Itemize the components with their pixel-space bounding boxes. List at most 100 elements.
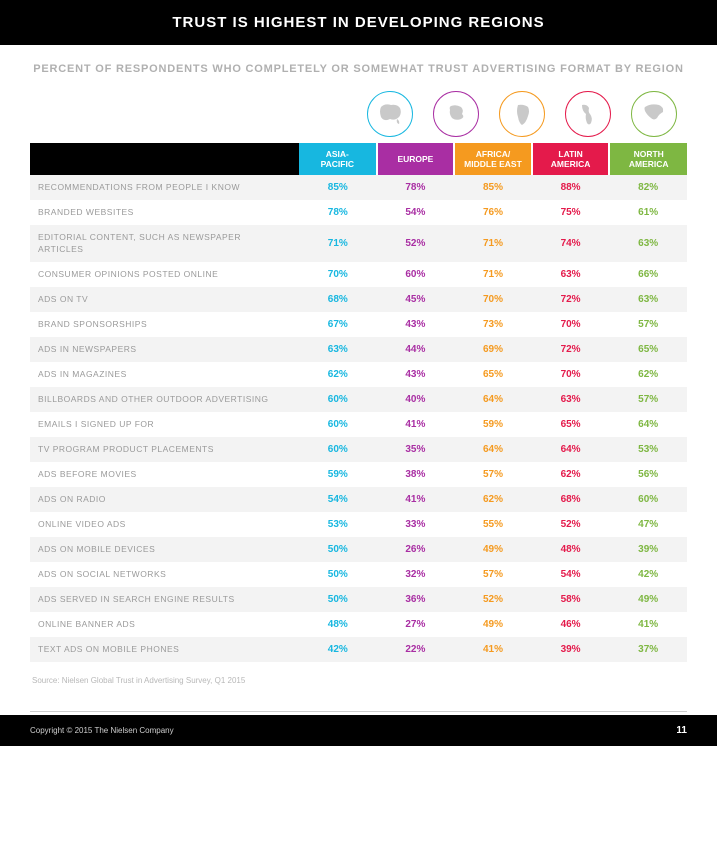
row-label: ADS IN NEWSPAPERS (30, 337, 299, 362)
cell-value: 78% (377, 175, 455, 200)
cell-value: 56% (609, 462, 687, 487)
cell-value: 76% (454, 200, 532, 225)
table-row: BILLBOARDS AND OTHER OUTDOOR ADVERTISING… (30, 387, 687, 412)
cell-value: 50% (299, 587, 377, 612)
cell-value: 60% (377, 262, 455, 287)
cell-value: 67% (299, 312, 377, 337)
content-area: PERCENT OF RESPONDENTS WHO COMPLETELY OR… (0, 45, 717, 711)
source-note: Source: Nielsen Global Trust in Advertis… (30, 676, 687, 685)
cell-value: 70% (299, 262, 377, 287)
cell-value: 65% (454, 362, 532, 387)
cell-value: 63% (299, 337, 377, 362)
cell-value: 49% (454, 612, 532, 637)
region-icon (433, 91, 479, 137)
table-row: TEXT ADS ON MOBILE PHONES42%22%41%39%37% (30, 637, 687, 662)
cell-value: 68% (299, 287, 377, 312)
table-row: EMAILS I SIGNED UP FOR60%41%59%65%64% (30, 412, 687, 437)
row-label: RECOMMENDATIONS FROM PEOPLE I KNOW (30, 175, 299, 200)
table-row: ONLINE VIDEO ADS53%33%55%52%47% (30, 512, 687, 537)
cell-value: 82% (609, 175, 687, 200)
cell-value: 57% (454, 562, 532, 587)
cell-value: 37% (609, 637, 687, 662)
cell-value: 33% (377, 512, 455, 537)
cell-value: 42% (299, 637, 377, 662)
table-row: ADS IN MAGAZINES62%43%65%70%62% (30, 362, 687, 387)
cell-value: 59% (454, 412, 532, 437)
row-label: ADS ON TV (30, 287, 299, 312)
region-icon (631, 91, 677, 137)
row-label: BRAND SPONSORSHIPS (30, 312, 299, 337)
subtitle: PERCENT OF RESPONDENTS WHO COMPLETELY OR… (30, 63, 687, 75)
table-row: EDITORIAL CONTENT, SUCH AS NEWSPAPER ART… (30, 225, 687, 261)
cell-value: 41% (454, 637, 532, 662)
table-row: ONLINE BANNER ADS48%27%49%46%41% (30, 612, 687, 637)
cell-value: 60% (299, 387, 377, 412)
cell-value: 71% (299, 225, 377, 261)
row-label: EMAILS I SIGNED UP FOR (30, 412, 299, 437)
cell-value: 36% (377, 587, 455, 612)
cell-value: 60% (299, 437, 377, 462)
cell-value: 65% (609, 337, 687, 362)
region-icon (499, 91, 545, 137)
table-row: ADS ON TV68%45%70%72%63% (30, 287, 687, 312)
table-header-row: ASIA-PACIFICEUROPEAFRICA/MIDDLE EASTLATI… (30, 143, 687, 175)
table-body: RECOMMENDATIONS FROM PEOPLE I KNOW85%78%… (30, 175, 687, 662)
cell-value: 54% (532, 562, 610, 587)
page-title: TRUST IS HIGHEST IN DEVELOPING REGIONS (172, 14, 544, 31)
cell-value: 53% (299, 512, 377, 537)
table-row: ADS IN NEWSPAPERS63%44%69%72%65% (30, 337, 687, 362)
table-row: ADS SERVED IN SEARCH ENGINE RESULTS50%36… (30, 587, 687, 612)
cell-value: 41% (609, 612, 687, 637)
cell-value: 70% (532, 362, 610, 387)
page-title-bar: TRUST IS HIGHEST IN DEVELOPING REGIONS (0, 0, 717, 45)
cell-value: 71% (454, 225, 532, 261)
header-region-col: EUROPE (377, 143, 455, 175)
footer-bar: Copyright © 2015 The Nielsen Company 11 (0, 711, 717, 746)
table-row: BRANDED WEBSITES78%54%76%75%61% (30, 200, 687, 225)
row-label: ADS ON SOCIAL NETWORKS (30, 562, 299, 587)
row-label: TEXT ADS ON MOBILE PHONES (30, 637, 299, 662)
cell-value: 48% (532, 537, 610, 562)
row-label: CONSUMER OPINIONS POSTED ONLINE (30, 262, 299, 287)
cell-value: 50% (299, 562, 377, 587)
header-region-col: ASIA-PACIFIC (299, 143, 377, 175)
cell-value: 44% (377, 337, 455, 362)
cell-value: 43% (377, 362, 455, 387)
header-region-col: AFRICA/MIDDLE EAST (454, 143, 532, 175)
cell-value: 39% (532, 637, 610, 662)
cell-value: 52% (532, 512, 610, 537)
cell-value: 54% (377, 200, 455, 225)
cell-value: 73% (454, 312, 532, 337)
table-row: ADS BEFORE MOVIES59%38%57%62%56% (30, 462, 687, 487)
region-icons-row (30, 91, 687, 137)
cell-value: 63% (532, 387, 610, 412)
row-label: BILLBOARDS AND OTHER OUTDOOR ADVERTISING (30, 387, 299, 412)
table-row: CONSUMER OPINIONS POSTED ONLINE70%60%71%… (30, 262, 687, 287)
cell-value: 52% (454, 587, 532, 612)
table-row: ADS ON MOBILE DEVICES50%26%49%48%39% (30, 537, 687, 562)
cell-value: 48% (299, 612, 377, 637)
cell-value: 26% (377, 537, 455, 562)
cell-value: 66% (609, 262, 687, 287)
cell-value: 72% (532, 337, 610, 362)
cell-value: 53% (609, 437, 687, 462)
cell-value: 57% (609, 312, 687, 337)
table-row: ADS ON RADIO54%41%62%68%60% (30, 487, 687, 512)
row-label: TV PROGRAM PRODUCT PLACEMENTS (30, 437, 299, 462)
cell-value: 57% (609, 387, 687, 412)
row-label: ONLINE BANNER ADS (30, 612, 299, 637)
cell-value: 41% (377, 487, 455, 512)
cell-value: 52% (377, 225, 455, 261)
cell-value: 70% (454, 287, 532, 312)
cell-value: 63% (609, 287, 687, 312)
cell-value: 70% (532, 312, 610, 337)
cell-value: 42% (609, 562, 687, 587)
cell-value: 62% (609, 362, 687, 387)
cell-value: 64% (454, 387, 532, 412)
cell-value: 46% (532, 612, 610, 637)
row-label: ADS IN MAGAZINES (30, 362, 299, 387)
cell-value: 60% (299, 412, 377, 437)
cell-value: 62% (299, 362, 377, 387)
cell-value: 78% (299, 200, 377, 225)
cell-value: 35% (377, 437, 455, 462)
